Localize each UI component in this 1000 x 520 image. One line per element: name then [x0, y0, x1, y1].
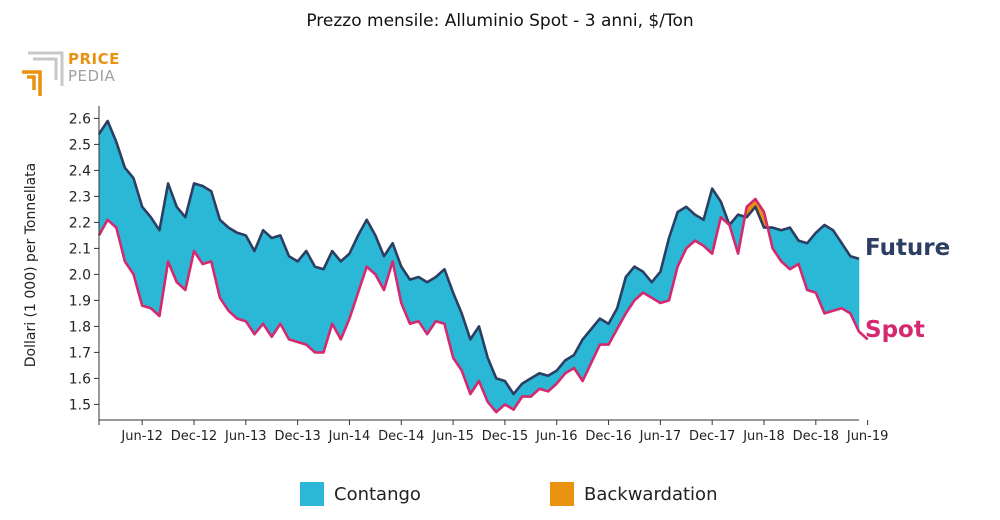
- spread-segment: [271, 234, 281, 338]
- spread-segment: [98, 120, 108, 237]
- spread-segment: [141, 205, 152, 309]
- y-tick-label: 2.6: [69, 111, 91, 127]
- spread-segment: [409, 276, 419, 325]
- spread-segment: [202, 185, 212, 265]
- x-tick-label: Jun-18: [742, 429, 785, 444]
- y-tick-label: 2.1: [69, 241, 91, 257]
- chart-title: Prezzo mensile: Alluminio Spot - 3 anni,…: [306, 11, 694, 31]
- x-tick-label: Jun-13: [224, 429, 267, 444]
- spread-segment: [150, 216, 160, 317]
- x-tick-label: Jun-14: [328, 429, 371, 444]
- series-line-spot: [97, 197, 869, 414]
- x-tick-label: Jun-19: [846, 429, 889, 444]
- x-tick-label: Dec-15: [482, 429, 528, 444]
- y-tick-label: 1.5: [69, 397, 91, 413]
- series-label-future: Future: [865, 235, 951, 261]
- x-tick-label: Dec-18: [793, 429, 839, 444]
- spread-segment: [703, 188, 713, 255]
- legend-label-backwardation: Backwardation: [584, 483, 718, 505]
- spread-segment: [824, 224, 834, 314]
- y-tick-label: 2.3: [69, 189, 91, 205]
- y-tick-label: 2.4: [69, 163, 91, 179]
- x-tick-label: Dec-16: [585, 429, 631, 444]
- spread-segment: [262, 229, 273, 338]
- legend-label-contango: Contango: [334, 483, 421, 505]
- legend-swatch-contango: [300, 482, 324, 506]
- x-tick-label: Jun-17: [639, 429, 682, 444]
- spread-segment: [236, 232, 247, 322]
- spread-segment: [228, 227, 238, 320]
- y-tick-label: 1.8: [69, 319, 91, 335]
- y-tick-label: 1.7: [69, 345, 91, 361]
- logo-text-pedia: PEDIA: [68, 67, 116, 85]
- y-tick-label: 2.2: [69, 215, 91, 231]
- y-tick-label: 2.0: [69, 267, 91, 283]
- x-tick-label: Dec-13: [274, 429, 320, 444]
- pricepedia-logo-icon: [22, 51, 64, 96]
- spread-segment: [124, 166, 134, 276]
- spread-segment: [176, 205, 186, 291]
- legend-swatch-backwardation: [550, 482, 574, 506]
- y-tick-label: 1.9: [69, 293, 91, 309]
- logo-text-price: PRICE: [68, 50, 120, 68]
- y-axis-label: Dollari (1 000) per Tonnellata: [23, 162, 39, 368]
- y-tick-label: 1.6: [69, 371, 91, 387]
- legend-item-backwardation: Backwardation: [550, 481, 717, 507]
- y-tick-label: 2.5: [69, 137, 91, 153]
- series-lines: [97, 119, 869, 414]
- x-tick-label: Jun-15: [431, 429, 474, 444]
- series-line-future: [97, 119, 860, 396]
- x-tick-label: Dec-14: [378, 429, 424, 444]
- spread-segment: [219, 219, 229, 312]
- x-tick-label: Jun-12: [120, 429, 163, 444]
- axes: 1.5 1.6 1.7 1.8 1.9 2.0 2.1 2.2 2.3 2.4 2.5 2.6 Jun-…: [69, 106, 889, 444]
- series-label-spot: Spot: [865, 317, 925, 343]
- x-tick-label: Dec-12: [171, 429, 217, 444]
- x-tick-label: Dec-17: [689, 429, 735, 444]
- x-tick-label: Jun-16: [535, 429, 578, 444]
- legend-item-contango: Contango: [300, 481, 421, 507]
- spread-segment: [297, 250, 307, 346]
- spread-segment: [288, 255, 298, 343]
- spread-segment: [314, 266, 324, 353]
- spread-area: [98, 120, 860, 414]
